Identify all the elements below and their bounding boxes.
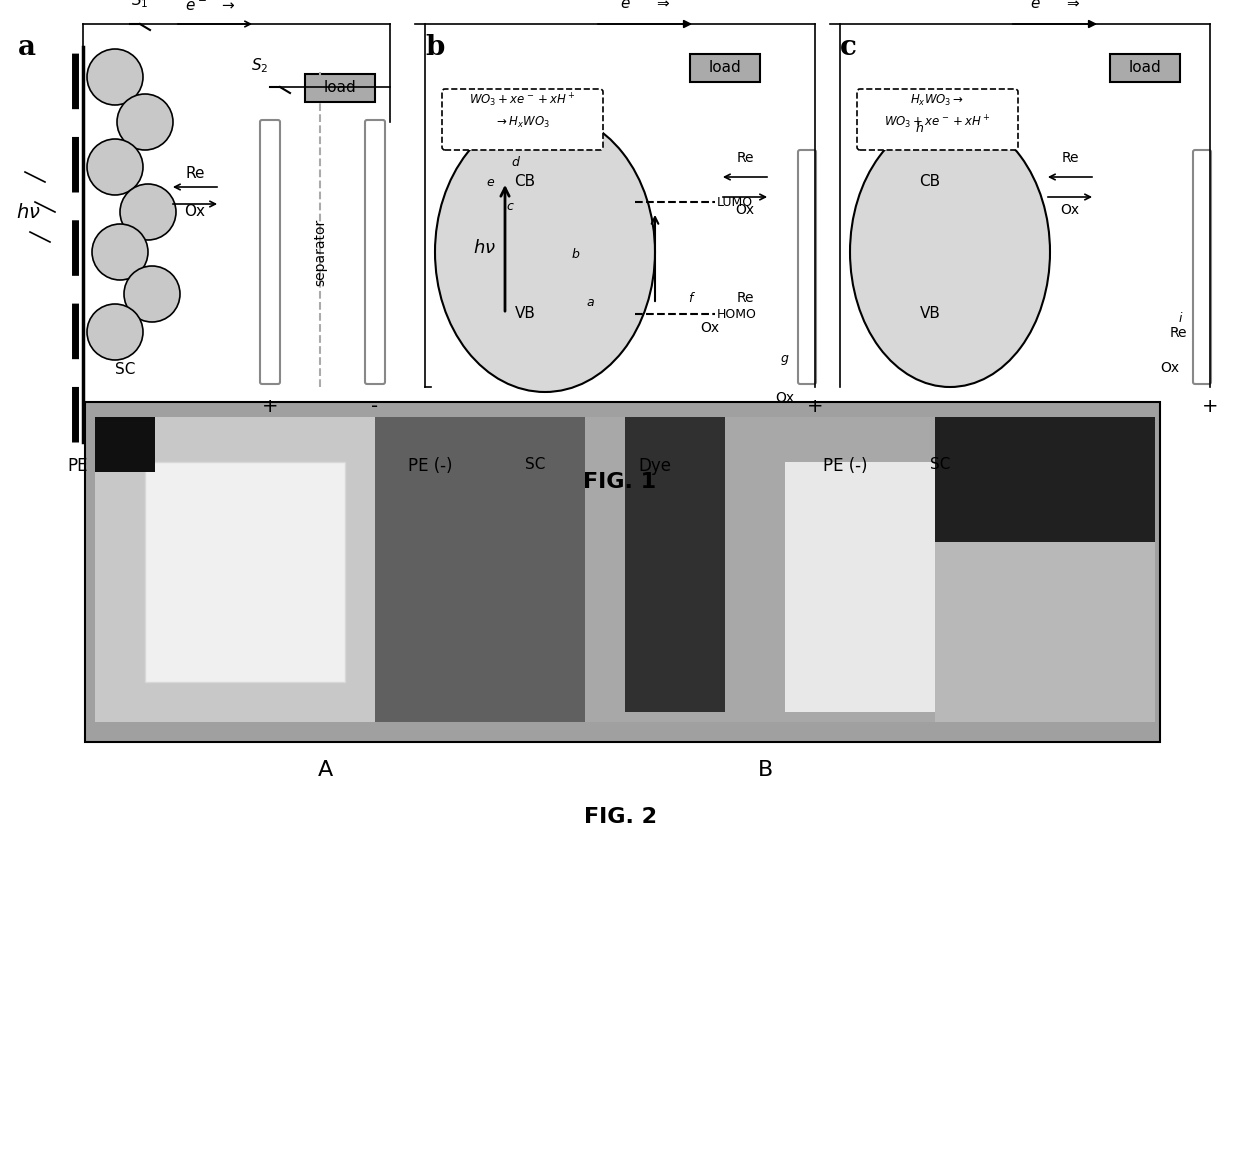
- Bar: [1110, 54, 1180, 82]
- Text: B: B: [758, 759, 773, 781]
- Text: Re: Re: [185, 166, 205, 182]
- FancyBboxPatch shape: [799, 150, 816, 384]
- Text: Re: Re: [737, 151, 754, 165]
- Text: FIG. 2: FIG. 2: [584, 808, 656, 827]
- Text: PE (-): PE (-): [408, 457, 453, 475]
- Text: i: i: [1178, 312, 1182, 325]
- Bar: [689, 54, 760, 82]
- Text: $S_2$: $S_2$: [252, 56, 269, 75]
- Text: load: load: [1128, 60, 1162, 75]
- Text: $H_xWO_3 \rightarrow$: $H_xWO_3 \rightarrow$: [910, 93, 963, 108]
- Text: b: b: [572, 247, 579, 260]
- Text: f: f: [688, 292, 692, 305]
- Text: a: a: [587, 295, 594, 308]
- Text: $e^-$  $\rightarrow$: $e^-$ $\rightarrow$: [185, 0, 236, 14]
- Bar: [374, 417, 585, 722]
- Text: load: load: [708, 60, 742, 75]
- Ellipse shape: [435, 113, 655, 391]
- Text: Ox: Ox: [1161, 361, 1179, 375]
- Text: $e^-$  $\Rightarrow$: $e^-$ $\Rightarrow$: [1029, 0, 1080, 12]
- FancyBboxPatch shape: [260, 120, 280, 384]
- Text: load: load: [324, 81, 356, 95]
- Text: h: h: [916, 122, 924, 135]
- Text: $WO_3 + xe^- + xH^+$: $WO_3 + xe^- + xH^+$: [469, 91, 575, 109]
- Text: -: -: [372, 397, 378, 416]
- Text: Dye: Dye: [639, 457, 672, 475]
- Text: VB: VB: [515, 307, 536, 321]
- Text: FIG. 1: FIG. 1: [584, 472, 656, 492]
- Text: LUMO: LUMO: [717, 196, 753, 209]
- Circle shape: [92, 224, 148, 280]
- Text: e: e: [486, 176, 494, 189]
- FancyBboxPatch shape: [857, 89, 1018, 150]
- Text: $h\nu$: $h\nu$: [474, 239, 496, 257]
- Text: a: a: [19, 34, 36, 61]
- Bar: [95, 417, 585, 722]
- Text: +: +: [807, 397, 823, 416]
- Text: HOMO: HOMO: [717, 307, 756, 320]
- Circle shape: [124, 266, 180, 322]
- Circle shape: [87, 139, 143, 195]
- Bar: [585, 417, 1154, 722]
- Text: Ox: Ox: [701, 321, 719, 335]
- Text: $e^-$  $\Rightarrow$: $e^-$ $\Rightarrow$: [620, 0, 670, 12]
- FancyBboxPatch shape: [1193, 150, 1211, 384]
- Circle shape: [117, 94, 174, 150]
- Text: PE (-): PE (-): [823, 457, 867, 475]
- Text: d: d: [511, 156, 518, 169]
- Circle shape: [120, 184, 176, 240]
- Text: b: b: [425, 34, 444, 61]
- Bar: [95, 417, 155, 472]
- Text: SC: SC: [525, 457, 546, 472]
- Text: Re: Re: [1061, 151, 1079, 165]
- Text: $S_1$: $S_1$: [131, 0, 149, 11]
- Text: $\rightarrow H_xWO_3$: $\rightarrow H_xWO_3$: [494, 115, 549, 130]
- Bar: [625, 417, 725, 713]
- Text: Re: Re: [1171, 326, 1188, 340]
- Circle shape: [87, 49, 143, 105]
- FancyBboxPatch shape: [441, 89, 603, 150]
- Text: Ox: Ox: [1060, 203, 1080, 217]
- Text: c: c: [507, 200, 513, 213]
- Text: VB: VB: [920, 307, 940, 321]
- Text: $h\nu$: $h\nu$: [16, 203, 41, 222]
- Text: A: A: [317, 759, 332, 781]
- Bar: [785, 462, 985, 713]
- Text: $WO_3 + xe^- + xH^+$: $WO_3 + xe^- + xH^+$: [884, 114, 991, 131]
- Ellipse shape: [849, 117, 1050, 387]
- Text: SC: SC: [930, 457, 950, 472]
- Text: Ox: Ox: [775, 391, 795, 406]
- Text: separator: separator: [312, 218, 327, 286]
- Bar: [305, 74, 374, 102]
- Text: Ox: Ox: [185, 204, 206, 219]
- Bar: [145, 462, 345, 682]
- Text: CB: CB: [919, 175, 941, 190]
- Text: Ox: Ox: [735, 203, 755, 217]
- Text: CB: CB: [515, 175, 536, 190]
- Circle shape: [87, 304, 143, 360]
- Bar: [86, 402, 1159, 742]
- Text: c: c: [839, 34, 857, 61]
- FancyBboxPatch shape: [365, 120, 384, 384]
- Text: PE: PE: [68, 457, 88, 475]
- Text: Re: Re: [737, 291, 754, 305]
- Text: +: +: [262, 397, 278, 416]
- Bar: [935, 541, 1154, 722]
- Text: +: +: [1202, 397, 1218, 416]
- Bar: [935, 417, 1154, 541]
- Text: SC: SC: [115, 362, 135, 377]
- Text: g: g: [781, 352, 789, 364]
